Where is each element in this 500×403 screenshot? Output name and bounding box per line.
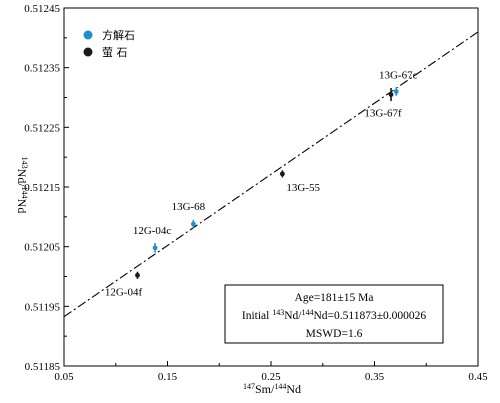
- y-tick-label: 0.51195: [25, 301, 61, 313]
- info-box-frame: [224, 284, 444, 344]
- age-text: Age=181±15 Ma: [295, 292, 374, 304]
- data-point: [388, 92, 394, 97]
- y-tick-label: 0.51225: [24, 122, 60, 134]
- legend-marker-fluorite: [83, 47, 93, 57]
- x-axis-label: 147Sm/144Nd: [243, 382, 301, 396]
- legend: 方解石 萤 石: [83, 28, 135, 59]
- x-tick-label: 0.25: [261, 371, 281, 383]
- point-label: 13G-68: [172, 201, 206, 213]
- legend-label-calcite: 方解石: [102, 28, 135, 42]
- point-label: 13G-67c: [379, 70, 418, 82]
- point-label: 13G-67f: [364, 108, 402, 120]
- y-tick-label: 0.51215: [24, 182, 60, 194]
- data-points: [135, 87, 399, 279]
- data-point: [135, 272, 140, 278]
- x-tick-label: 0.45: [468, 371, 488, 383]
- y-tick-label: 0.51205: [24, 242, 60, 254]
- mswd-text: MSWD=1.6: [306, 328, 363, 340]
- data-point: [152, 245, 158, 251]
- data-point: [190, 221, 196, 227]
- y-tick-label: 0.51245: [24, 3, 60, 15]
- data-point: [279, 171, 285, 177]
- x-tick-label: 0.35: [365, 371, 385, 383]
- point-label: 13G-55: [286, 182, 320, 194]
- y-tick-label: 0.51235: [24, 63, 60, 75]
- isochron-info-box: Age=181±15 Ma Initial 143Nd/144Nd=0.5118…: [224, 284, 444, 344]
- point-label: 12G-04f: [105, 286, 143, 298]
- x-tick-label: 0.15: [158, 371, 178, 383]
- legend-marker-calcite: [83, 30, 93, 40]
- x-tick-label: 0.05: [54, 371, 74, 383]
- x-axis: 0.05 0.15 0.25 0.35 0.45: [54, 361, 488, 383]
- initial-ratio-text: Initial 143Nd/144Nd=0.511873±0.000026: [242, 308, 427, 322]
- y-axis-label: 143Nd/144Nd: [15, 157, 29, 214]
- legend-label-fluorite: 萤 石: [102, 46, 128, 59]
- y-tick-label: 0.51185: [25, 361, 61, 373]
- isochron-line: [63, 31, 479, 318]
- point-label: 12G-04c: [133, 225, 172, 237]
- data-point: [393, 89, 399, 94]
- y-axis: 0.51185 0.51195 0.51205 0.51215 0.51225 0.512…: [24, 3, 69, 373]
